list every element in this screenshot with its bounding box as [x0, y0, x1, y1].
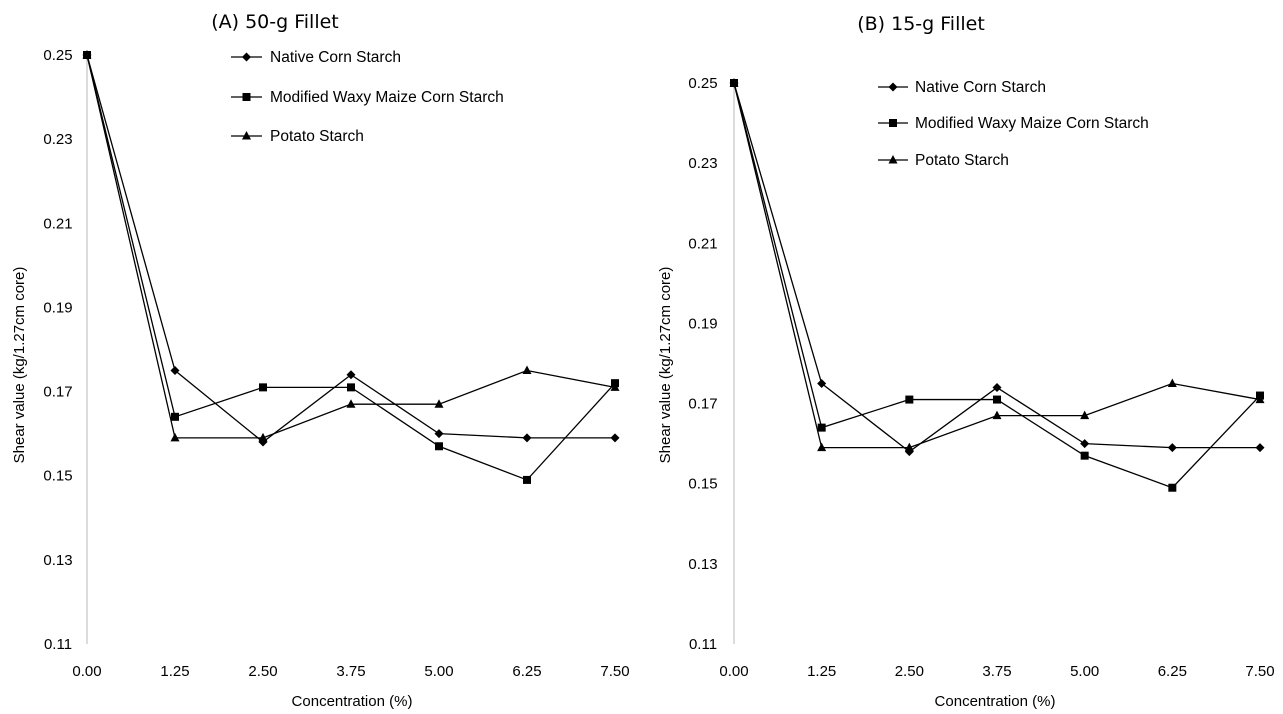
y-tick-label: 0.15	[688, 476, 717, 493]
data-point-square	[1080, 451, 1089, 460]
y-tick-label: 0.13	[688, 556, 717, 573]
x-tick-label: 1.25	[807, 663, 836, 680]
data-point-triangle	[258, 432, 268, 442]
legend-label: Modified Waxy Maize Corn Starch	[915, 115, 1149, 132]
data-point-triangle	[170, 432, 180, 442]
legend-label: Native Corn Starch	[915, 79, 1046, 96]
x-axis-label: Concentration (%)	[292, 693, 413, 710]
data-point-triangle	[82, 50, 92, 59]
y-tick-label: 0.21	[688, 235, 717, 252]
y-tick-label: 0.19	[43, 299, 72, 316]
legend-label: Modified Waxy Maize Corn Starch	[270, 89, 504, 106]
x-tick-label: 6.25	[1158, 663, 1187, 680]
chart-title: (A) 50-g Fillet	[211, 11, 339, 33]
data-point-square	[171, 412, 179, 421]
y-tick-label: 0.23	[688, 155, 717, 172]
data-point-diamond	[1255, 443, 1265, 453]
data-point-diamond	[170, 366, 180, 376]
data-point-square	[817, 423, 826, 432]
x-tick-label: 5.00	[1070, 663, 1099, 680]
x-tick-label: 2.50	[895, 663, 924, 680]
x-tick-label: 7.50	[1245, 663, 1274, 680]
x-tick-label: 7.50	[600, 663, 629, 680]
data-point-diamond	[434, 429, 444, 439]
chart-title: (B) 15-g Fillet	[857, 13, 985, 35]
legend-label: Native Corn Starch	[270, 49, 401, 66]
data-point-diamond	[817, 379, 827, 389]
data-point-triangle	[610, 382, 620, 391]
data-point-triangle	[522, 365, 532, 375]
data-point-triangle	[1255, 394, 1265, 404]
legend-marker-square	[242, 93, 251, 101]
y-tick-label: 0.19	[688, 315, 717, 332]
y-tick-label: 0.23	[43, 131, 72, 148]
x-tick-label: 5.00	[424, 663, 453, 680]
series-line-square	[733, 82, 1261, 489]
x-tick-label: 6.25	[512, 663, 541, 680]
data-point-square	[905, 395, 914, 404]
data-point-triangle	[992, 410, 1002, 420]
legend-label: Potato Starch	[915, 152, 1009, 169]
legend-marker-diamond	[888, 82, 898, 92]
data-point-square	[523, 475, 531, 484]
data-point-diamond	[992, 383, 1002, 393]
y-tick-label: 0.13	[43, 552, 72, 569]
data-point-triangle	[346, 399, 356, 408]
data-point-diamond	[1167, 443, 1177, 453]
data-point-square	[435, 442, 443, 451]
data-point-triangle	[1080, 410, 1090, 420]
data-point-triangle	[1167, 378, 1177, 388]
y-axis-label: Shear value (kg/1.27cm core)	[657, 267, 674, 464]
data-point-triangle	[904, 442, 914, 452]
data-point-triangle	[434, 399, 444, 408]
legend-marker-triangle	[242, 131, 251, 140]
legend-marker-diamond	[242, 52, 251, 62]
y-tick-label: 0.11	[44, 636, 72, 653]
x-tick-label: 0.00	[72, 663, 101, 680]
chart-panel-a: (A) 50-g Fillet Concentration (%) Shear …	[11, 11, 630, 710]
y-tick-label: 0.25	[43, 47, 72, 64]
data-point-triangle	[729, 78, 739, 87]
data-point-diamond	[522, 433, 532, 443]
y-tick-label: 0.25	[688, 75, 717, 92]
data-point-square	[347, 383, 355, 392]
legend-marker-square	[889, 119, 897, 127]
data-point-square	[993, 395, 1001, 404]
y-axis-label: Shear value (kg/1.27cm core)	[11, 267, 28, 464]
x-tick-label: 2.50	[248, 663, 277, 680]
data-point-square	[259, 383, 267, 392]
data-point-diamond	[610, 433, 620, 443]
chart-panel-b: (B) 15-g Fillet Concentration (%) Shear …	[657, 13, 1275, 710]
series-line-square	[86, 54, 616, 481]
y-tick-label: 0.11	[689, 636, 717, 653]
data-point-triangle	[817, 442, 827, 452]
y-tick-label: 0.15	[43, 468, 72, 485]
y-tick-label: 0.17	[43, 384, 72, 401]
legend-marker-triangle	[888, 155, 898, 164]
x-tick-label: 3.75	[336, 663, 365, 680]
x-axis-label: Concentration (%)	[935, 693, 1056, 710]
x-tick-label: 1.25	[160, 663, 189, 680]
data-point-square	[1168, 483, 1177, 492]
x-tick-label: 3.75	[982, 663, 1011, 680]
data-point-diamond	[1080, 439, 1090, 449]
y-tick-label: 0.21	[43, 215, 72, 232]
legend-label: Potato Starch	[270, 128, 364, 145]
x-tick-label: 0.00	[719, 663, 748, 680]
y-tick-label: 0.17	[688, 396, 717, 413]
data-point-diamond	[346, 370, 356, 380]
